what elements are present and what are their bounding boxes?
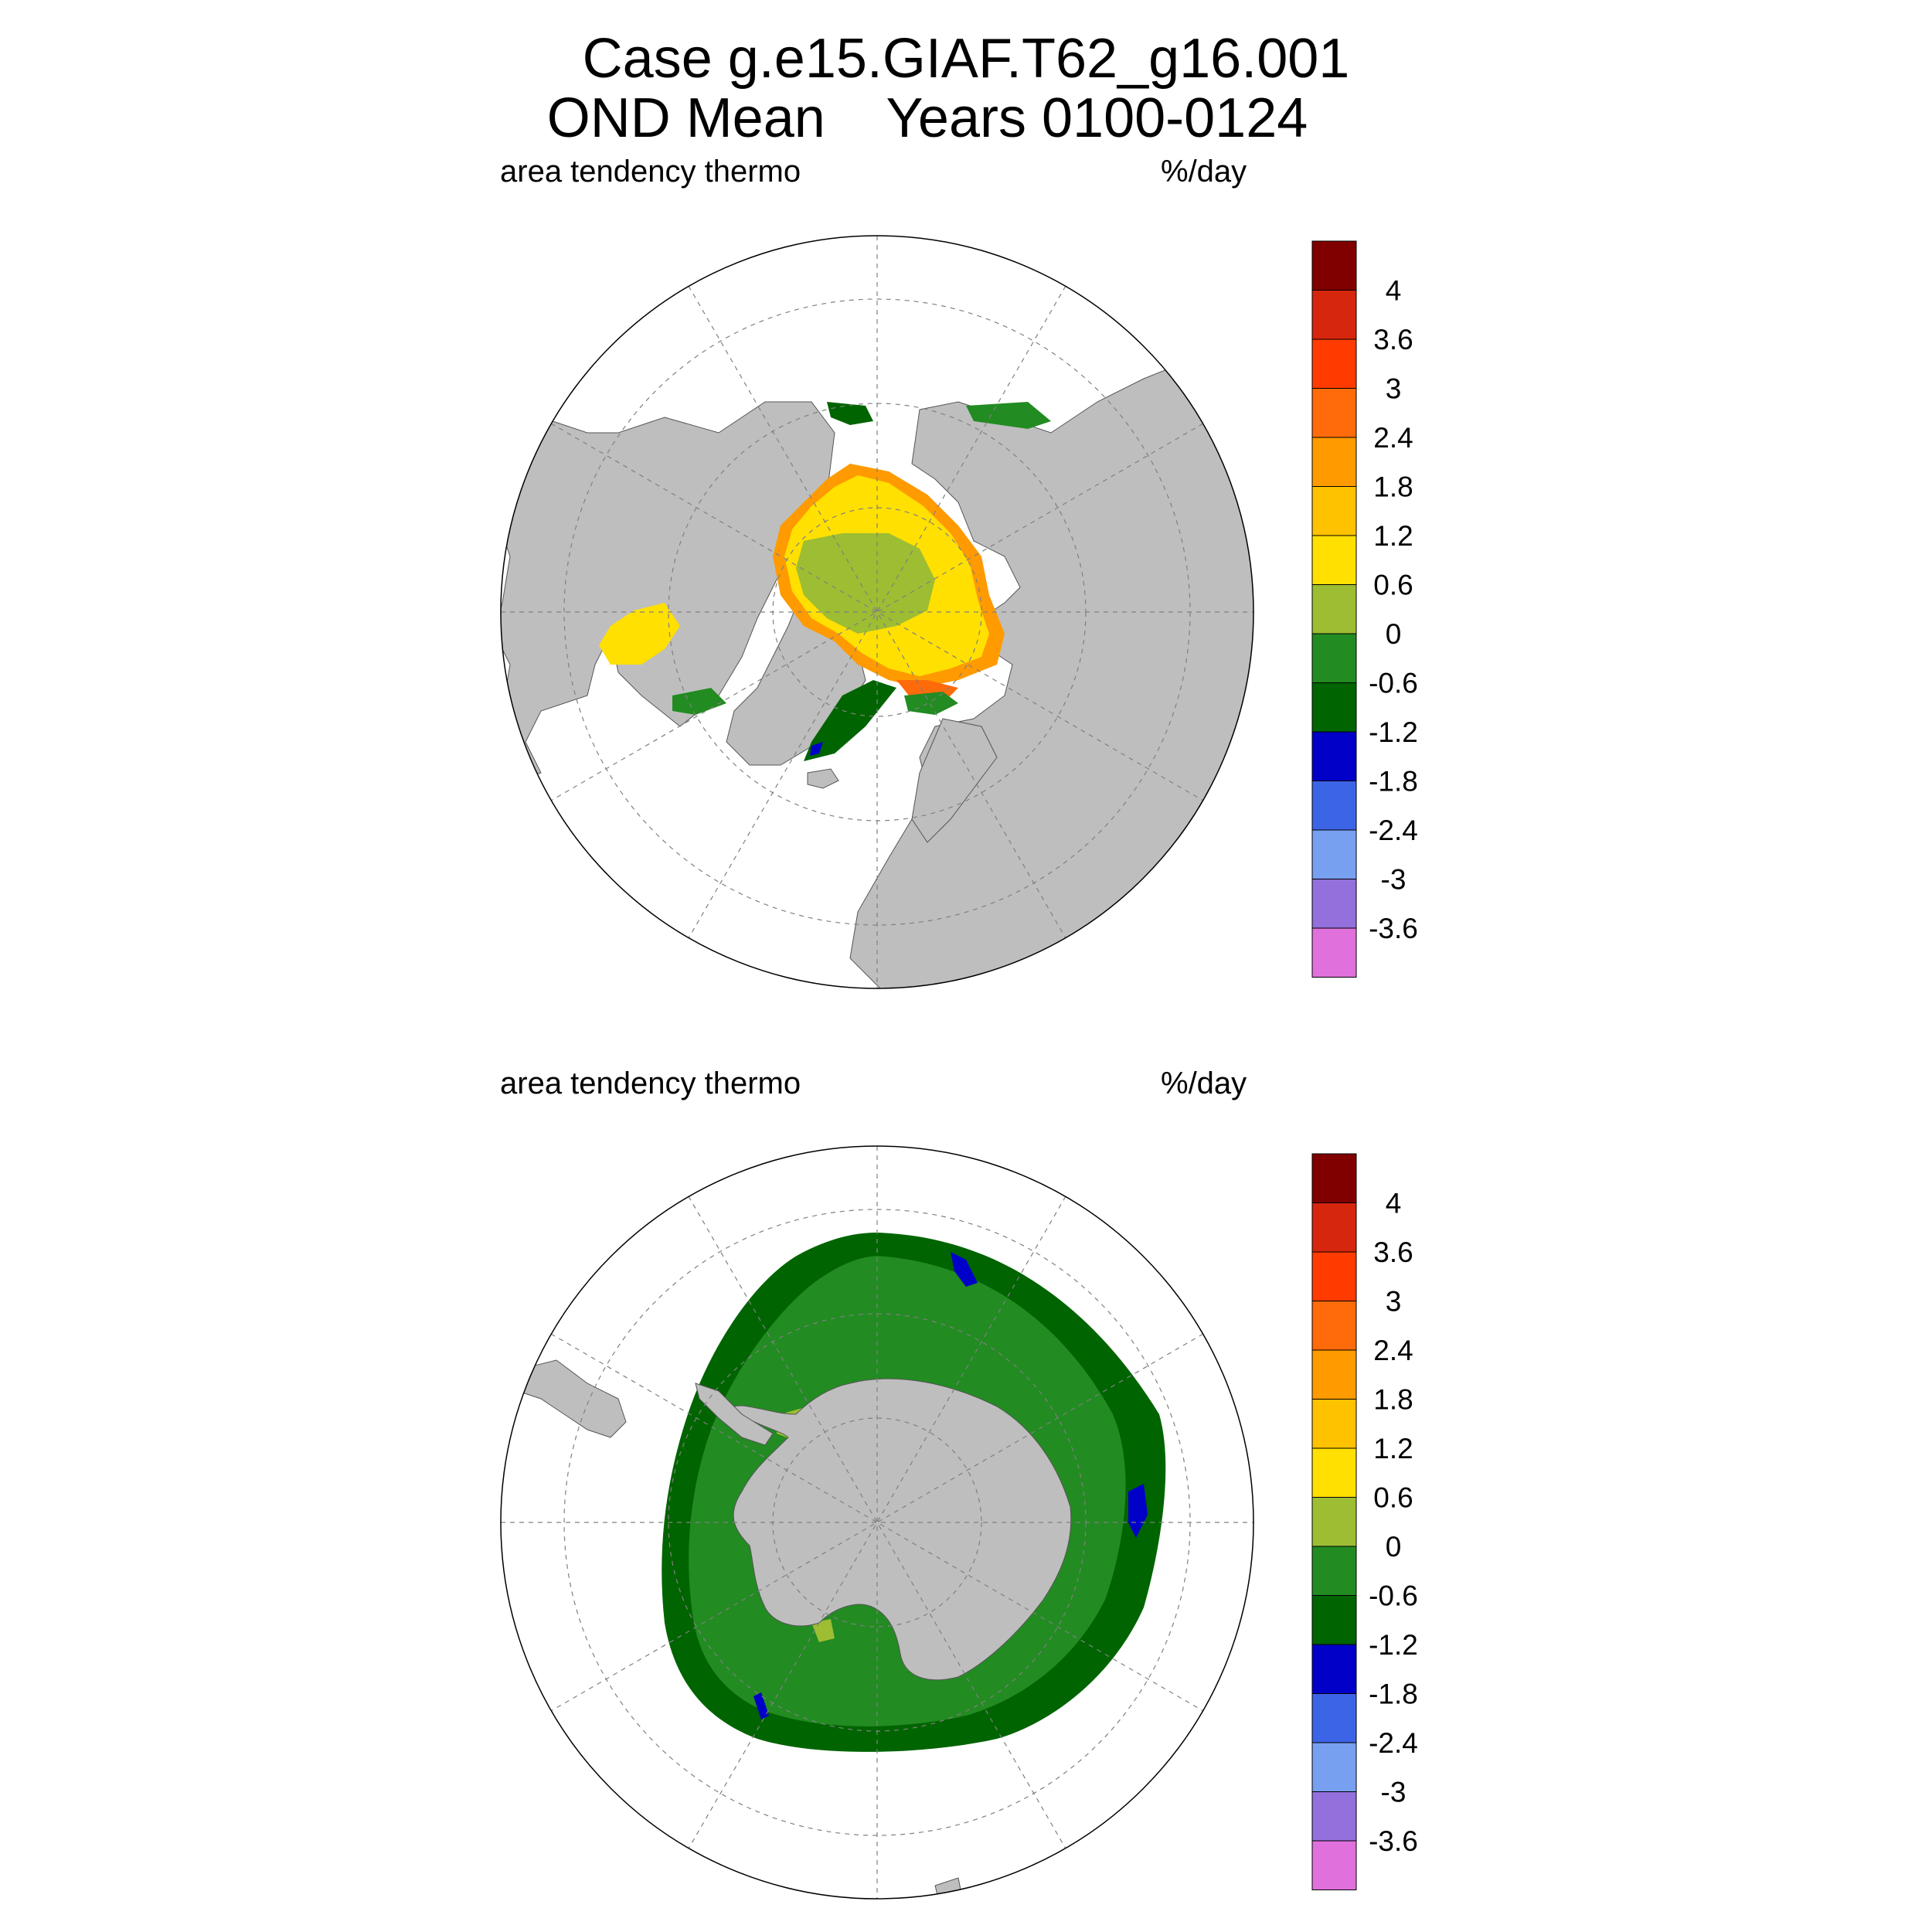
colorbar-north-label: 0	[1386, 618, 1402, 650]
colorbar-north-swatch	[1311, 388, 1357, 438]
south-land-antarctica	[733, 1378, 1072, 1681]
colorbar-south-label: 3	[1386, 1286, 1402, 1318]
colorbar-north-swatch	[1311, 731, 1357, 781]
north-ice-bering-green	[827, 402, 873, 425]
north-land-iceland	[807, 768, 839, 789]
colorbar-south-label: -1.2	[1369, 1629, 1418, 1661]
north-ice-field	[599, 402, 1051, 761]
north-ice-greenland-sea-green	[804, 680, 896, 761]
colorbar-south-swatch	[1311, 1595, 1357, 1645]
colorbar-south-label: 4	[1386, 1188, 1402, 1219]
colorbar-north-swatch	[1311, 338, 1357, 389]
north-ice-okhotsk-green	[966, 402, 1051, 429]
colorbar-south-swatch	[1311, 1349, 1357, 1400]
colorbar-north-label: 1.2	[1373, 520, 1413, 552]
colorbar-south-swatch	[1311, 1202, 1357, 1253]
south-ice-blue-1	[1128, 1484, 1148, 1538]
colorbar-south-label: -0.6	[1369, 1580, 1418, 1612]
panel-south-left-title: area tendency thermo	[500, 1066, 801, 1100]
colorbar-south-label: 1.2	[1373, 1433, 1413, 1464]
colorbar-north-swatch	[1311, 290, 1357, 340]
colorbar-south-swatch	[1311, 1644, 1357, 1694]
south-land-south-america	[517, 1359, 627, 1438]
colorbar-south-swatch	[1311, 1546, 1357, 1596]
south-ice-blue-3	[753, 1692, 769, 1719]
colorbar-north-label: -3.6	[1369, 913, 1418, 944]
north-ice-hudson-yellow	[599, 603, 680, 665]
colorbar-south-swatch	[1311, 1301, 1357, 1351]
north-land-scandinavia	[911, 718, 998, 843]
north-map-border	[500, 235, 1254, 989]
colorbar-south-label: 3.6	[1373, 1236, 1413, 1268]
colorbar-north-swatch	[1311, 781, 1357, 831]
panel-north-units: %/day	[1161, 155, 1247, 189]
south-graticule	[501, 1146, 1253, 1899]
colorbar-north-label: -3	[1381, 864, 1406, 896]
colorbar-south: 4 3.6 3 2.4 1.8 1.2 0.6 0 -0.6 -1.2 -1.8 -2.4 -3 -3.6	[1311, 1153, 1418, 1890]
colorbar-north-swatch	[1311, 486, 1357, 536]
colorbar-south-label: 2.4	[1373, 1335, 1413, 1366]
colorbar-north-label: 0.6	[1373, 570, 1413, 601]
north-graticule	[501, 236, 1253, 988]
north-ice-barents-green	[904, 692, 958, 715]
colorbar-north-swatch	[1311, 633, 1357, 683]
south-map	[500, 1145, 1254, 1900]
colorbar-north-label: 3	[1386, 373, 1402, 405]
colorbar-north-label: -2.4	[1369, 815, 1418, 846]
panel-north-left-title: area tendency thermo	[500, 155, 801, 189]
colorbar-south-label: -1.8	[1369, 1679, 1418, 1710]
south-land-antarctic-peninsula	[695, 1383, 774, 1446]
colorbar-south-swatch	[1311, 1447, 1357, 1498]
colorbar-north-swatch	[1311, 829, 1357, 879]
colorbar-south-label: -3	[1381, 1777, 1406, 1808]
colorbar-north-label: 1.8	[1373, 471, 1413, 503]
south-map-border	[500, 1145, 1254, 1900]
south-ice-blue-2	[951, 1252, 978, 1287]
colorbar-south-label: -3.6	[1369, 1825, 1418, 1857]
colorbar-north-swatch	[1311, 535, 1357, 585]
figure-title-line1: Case g.e15.GIAF.T62_g16.001	[582, 28, 1350, 90]
colorbar-north-label: -1.8	[1369, 766, 1418, 798]
colorbar-south-label: 0	[1386, 1531, 1402, 1563]
colorbar-south-label: 0.6	[1373, 1482, 1413, 1514]
colorbar-south-swatch	[1311, 1693, 1357, 1743]
colorbar-south-swatch	[1311, 1251, 1357, 1301]
north-map	[500, 235, 1254, 989]
colorbar-south-swatch	[1311, 1840, 1357, 1890]
colorbar-north-swatch	[1311, 240, 1357, 291]
colorbar-south-swatch	[1311, 1791, 1357, 1842]
colorbar-north-swatch	[1311, 682, 1357, 733]
colorbar-north: 4 3.6 3 2.4 1.8 1.2 0.6 0 -0.6 -1.2 -1.8 -2.4 -3 -3.6	[1311, 240, 1418, 978]
north-ice-blue-patch	[810, 742, 823, 756]
colorbar-south-label: 1.8	[1373, 1384, 1413, 1416]
colorbar-south-swatch	[1311, 1399, 1357, 1449]
figure-title-line2: OND Mean Years 0100-0124	[546, 87, 1308, 149]
colorbar-north-label: 2.4	[1373, 422, 1413, 454]
colorbar-south-swatch	[1311, 1742, 1357, 1792]
colorbar-south-swatch	[1311, 1153, 1357, 1203]
colorbar-south-swatch	[1311, 1497, 1357, 1547]
panel-south-units: %/day	[1161, 1066, 1247, 1100]
north-ice-light-green	[796, 533, 935, 634]
colorbar-south-label: -2.4	[1369, 1727, 1418, 1759]
colorbar-north-swatch	[1311, 879, 1357, 929]
colorbar-north-swatch	[1311, 437, 1357, 487]
colorbar-north-swatch	[1311, 927, 1357, 978]
colorbar-north-label: -1.2	[1369, 716, 1418, 748]
colorbar-north-swatch	[1311, 584, 1357, 634]
colorbar-north-label: 4	[1386, 275, 1402, 307]
colorbar-north-label: 3.6	[1373, 324, 1413, 355]
south-ice-light-green-patch-2	[811, 1619, 835, 1642]
colorbar-north-label: -0.6	[1369, 668, 1418, 699]
